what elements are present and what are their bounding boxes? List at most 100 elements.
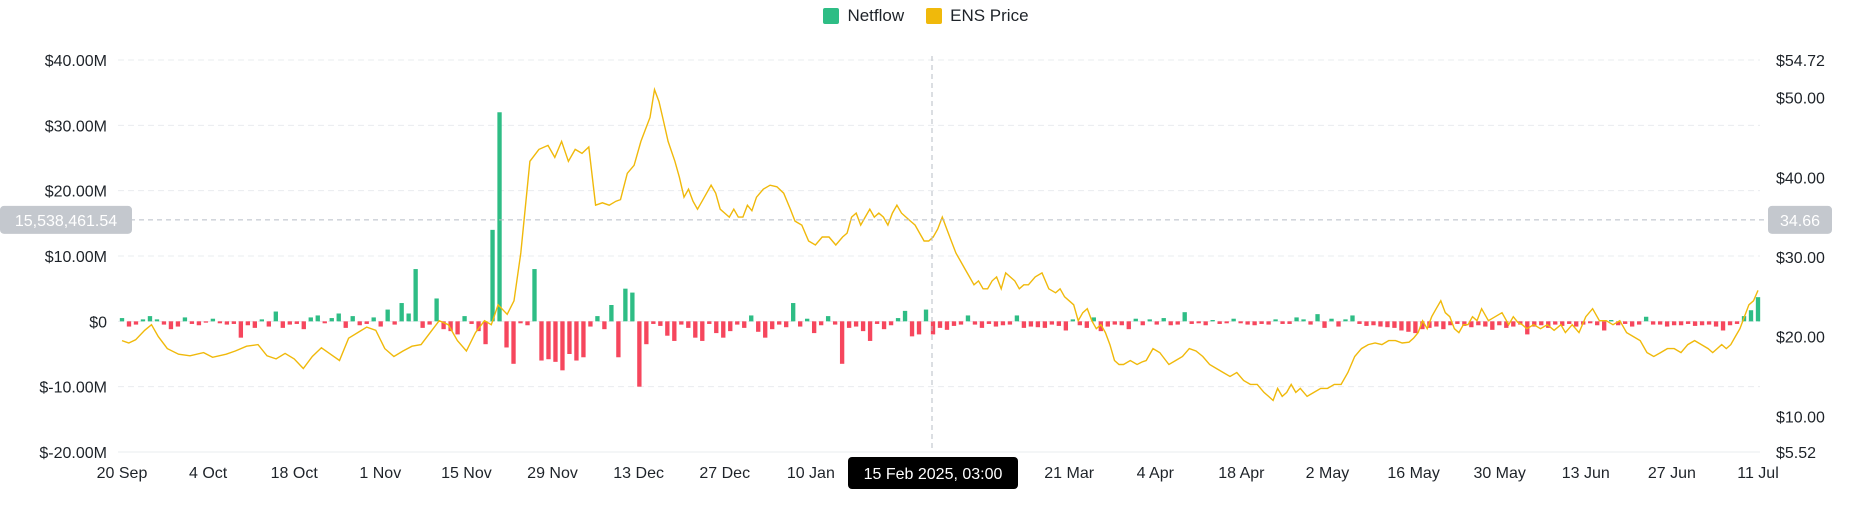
netflow-bar xyxy=(1497,321,1502,326)
netflow-bar xyxy=(1294,317,1299,322)
netflow-bar xyxy=(1280,321,1285,324)
netflow-bar xyxy=(126,321,132,327)
netflow-bar xyxy=(1392,321,1397,328)
netflow-bar xyxy=(965,315,971,322)
netflow-bar xyxy=(700,321,705,341)
netflow-bar xyxy=(1329,318,1334,322)
netflow-bar xyxy=(497,112,502,322)
netflow-bar xyxy=(1105,321,1110,327)
netflow-bar xyxy=(1609,320,1614,322)
netflow-bar xyxy=(972,321,978,325)
netflow-bar xyxy=(343,321,348,328)
netflow-bar xyxy=(1196,321,1201,324)
netflow-bar xyxy=(923,309,929,322)
netflow-bar xyxy=(588,321,593,327)
netflow-bar xyxy=(1112,321,1117,325)
netflow-bar xyxy=(1021,321,1027,328)
netflow-bar xyxy=(1483,321,1488,327)
right-tick-label: $54.72 xyxy=(1776,53,1825,70)
netflow-bar xyxy=(1511,321,1516,327)
netflow-bar xyxy=(1504,321,1509,328)
netflow-bar xyxy=(679,321,684,325)
netflow-bar xyxy=(1315,314,1320,322)
netflow-bar xyxy=(1755,297,1761,322)
netflow-bar xyxy=(420,321,425,328)
netflow-bar xyxy=(1706,321,1712,325)
netflow-bar xyxy=(532,269,537,322)
netflow-bar xyxy=(1532,321,1537,327)
crosshair-left-box xyxy=(0,205,132,234)
netflow-bar xyxy=(881,321,887,330)
netflow-bar xyxy=(1588,321,1593,324)
netflow-bar xyxy=(1238,321,1243,324)
netflow-bar xyxy=(336,313,341,322)
netflow-bar xyxy=(490,229,495,322)
legend-item-price[interactable]: ENS Price xyxy=(926,6,1029,26)
netflow-bar xyxy=(371,317,376,322)
netflow-bar xyxy=(140,319,146,322)
netflow-bar xyxy=(951,321,957,326)
netflow-bar xyxy=(1203,321,1208,326)
netflow-bar xyxy=(392,321,397,325)
netflow-bar xyxy=(1119,321,1124,326)
netflow-bar xyxy=(1413,321,1418,334)
netflow-bar xyxy=(1189,321,1194,324)
netflow-bar xyxy=(1643,316,1649,322)
netflow-bar xyxy=(1175,321,1180,325)
legend: Netflow ENS Price xyxy=(0,6,1852,26)
netflow-bar xyxy=(742,321,747,328)
netflow-bar xyxy=(1476,321,1481,326)
netflow-bar xyxy=(525,321,530,326)
netflow-bar xyxy=(1567,321,1572,324)
netflow-bar xyxy=(944,321,950,330)
netflow-bar xyxy=(161,321,167,325)
x-tick-label: 15 Nov xyxy=(441,465,492,482)
netflow-bar xyxy=(1664,321,1670,327)
netflow-bar xyxy=(993,321,999,327)
x-tick-label: 2 May xyxy=(1306,465,1350,482)
netflow-bar xyxy=(1042,321,1048,328)
netflow-bar xyxy=(1014,315,1020,322)
netflow-bar xyxy=(895,318,901,322)
netflow-bar xyxy=(378,321,383,327)
netflow-bar xyxy=(728,321,733,332)
netflow-bar xyxy=(1574,321,1579,327)
netflow-bar xyxy=(1455,321,1460,324)
right-tick-label: $40.00 xyxy=(1776,170,1825,187)
netflow-bar xyxy=(874,321,880,324)
netflow-bar xyxy=(1357,321,1362,324)
netflow-bar xyxy=(909,321,915,337)
netflow-bar xyxy=(1140,321,1145,326)
legend-item-netflow[interactable]: Netflow xyxy=(823,6,904,26)
netflow-bar xyxy=(1049,321,1055,325)
netflow-bar xyxy=(770,321,775,330)
netflow-bar xyxy=(294,321,299,324)
netflow-bar xyxy=(1098,321,1103,332)
netflow-bar xyxy=(1231,318,1236,322)
netflow-bar xyxy=(1077,321,1082,326)
netflow-bar xyxy=(1070,319,1076,322)
crosshair: 15,538,461.54 34.66 15 Feb 2025, 03:00 xyxy=(0,56,1832,489)
netflow-bar xyxy=(574,321,579,361)
netflow-bar xyxy=(1056,321,1062,326)
netflow-bar xyxy=(1685,321,1691,324)
netflow-bar xyxy=(1448,321,1453,326)
netflow-bar xyxy=(469,321,474,324)
right-axis: $54.72 $50.00 $40.00 $30.00 $20.00 $10.00 $5.5… xyxy=(1776,53,1825,462)
netflow-bar xyxy=(399,303,404,322)
netflow-bar xyxy=(1713,321,1719,327)
price-swatch xyxy=(926,8,943,24)
netflow-bar xyxy=(1602,321,1607,331)
netflow-bar xyxy=(756,321,761,332)
netflow-bar xyxy=(1420,321,1425,330)
netflow-bar xyxy=(1692,321,1698,326)
netflow-bar xyxy=(1727,321,1733,326)
netflow-bar xyxy=(937,321,943,328)
x-tick-label: 4 Oct xyxy=(189,465,228,482)
left-tick-label: $0 xyxy=(89,314,107,331)
crosshair-right-box xyxy=(1768,205,1832,234)
netflow-bar xyxy=(658,321,663,326)
x-tick-label: 18 Oct xyxy=(271,465,319,482)
netflow-bar xyxy=(483,321,488,345)
